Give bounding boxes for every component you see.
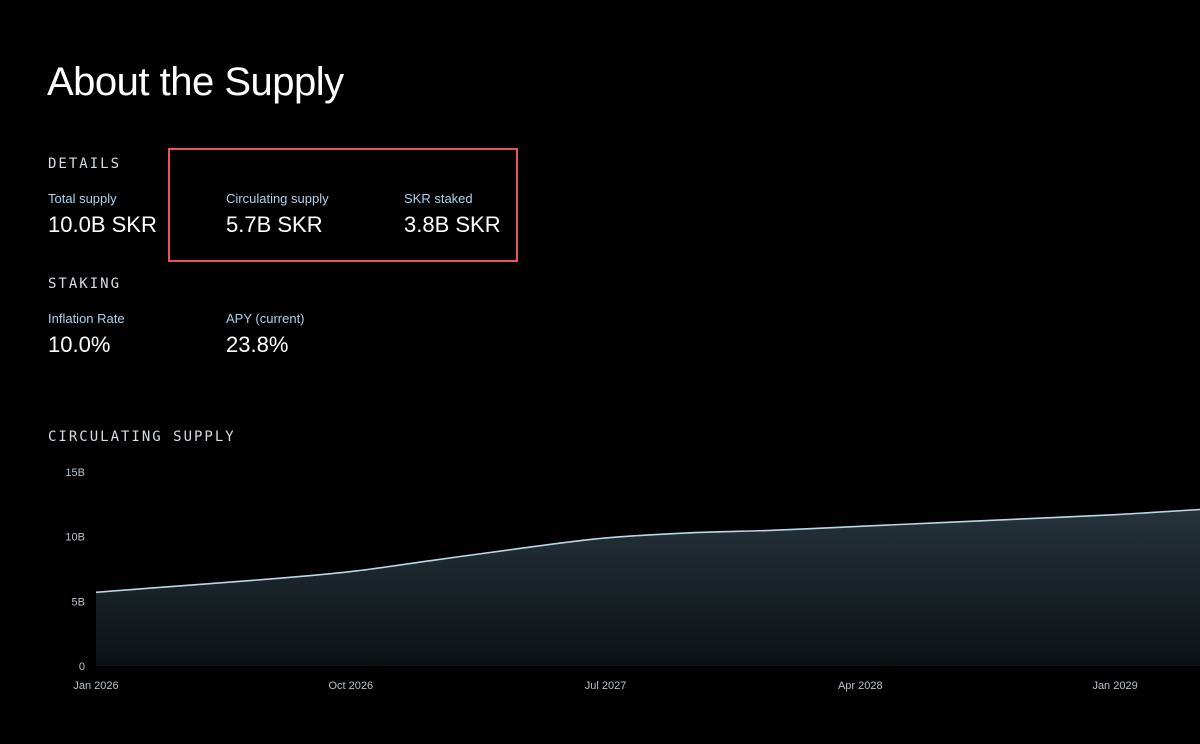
circulating-supply-chart: 0 5B 10B 15B Jan 2026 Oct 2026 Jul 2027 Apr 20… <box>0 455 1200 744</box>
total-supply-value: 10.0B SKR <box>48 212 157 237</box>
circulating-supply-label: Circulating supply <box>226 191 329 206</box>
x-tick-label: Oct 2026 <box>328 680 373 692</box>
x-tick-label: Apr 2028 <box>838 680 883 692</box>
skr-staked-value: 3.8B SKR <box>404 212 501 237</box>
circulating-supply-value: 5.7B SKR <box>226 212 323 237</box>
inflation-rate-label: Inflation Rate <box>48 311 125 326</box>
skr-staked-label: SKR staked <box>404 191 473 206</box>
x-tick-label: Jul 2027 <box>585 680 627 692</box>
circulating-supply-chart-svg: 0 5B 10B 15B Jan 2026 Oct 2026 Jul 2027 Apr 20… <box>65 467 1200 692</box>
circulating-supply-stat: Circulating supply 5.7B SKR <box>226 192 329 236</box>
x-axis-ticks: Jan 2026 Oct 2026 Jul 2027 Apr 2028 Jan 2029 <box>73 680 1137 692</box>
total-supply-stat: Total supply 10.0B SKR <box>48 192 157 236</box>
apy-stat: APY (current) 23.8% <box>226 312 305 356</box>
inflation-rate-value: 10.0% <box>48 332 111 357</box>
y-tick-label: 10B <box>65 532 85 544</box>
details-heading: DETAILS <box>48 156 122 172</box>
x-tick-label: Jan 2026 <box>73 680 118 692</box>
apy-value: 23.8% <box>226 332 289 357</box>
y-axis-ticks: 0 5B 10B 15B <box>65 467 85 673</box>
staking-heading: STAKING <box>48 276 122 292</box>
total-supply-label: Total supply <box>48 191 117 206</box>
apy-label: APY (current) <box>226 311 305 326</box>
inflation-rate-stat: Inflation Rate 10.0% <box>48 312 125 356</box>
y-tick-label: 15B <box>65 467 85 479</box>
circulating-supply-chart-heading: CIRCULATING SUPPLY <box>48 429 236 445</box>
y-tick-label: 0 <box>79 661 85 673</box>
highlight-box <box>168 148 518 262</box>
x-tick-label: Jan 2029 <box>1092 680 1137 692</box>
supply-line <box>95 508 1200 594</box>
skr-staked-stat: SKR staked 3.8B SKR <box>404 192 501 236</box>
page-title: About the Supply <box>47 60 344 104</box>
supply-area <box>96 509 1200 666</box>
y-tick-label: 5B <box>72 596 85 608</box>
